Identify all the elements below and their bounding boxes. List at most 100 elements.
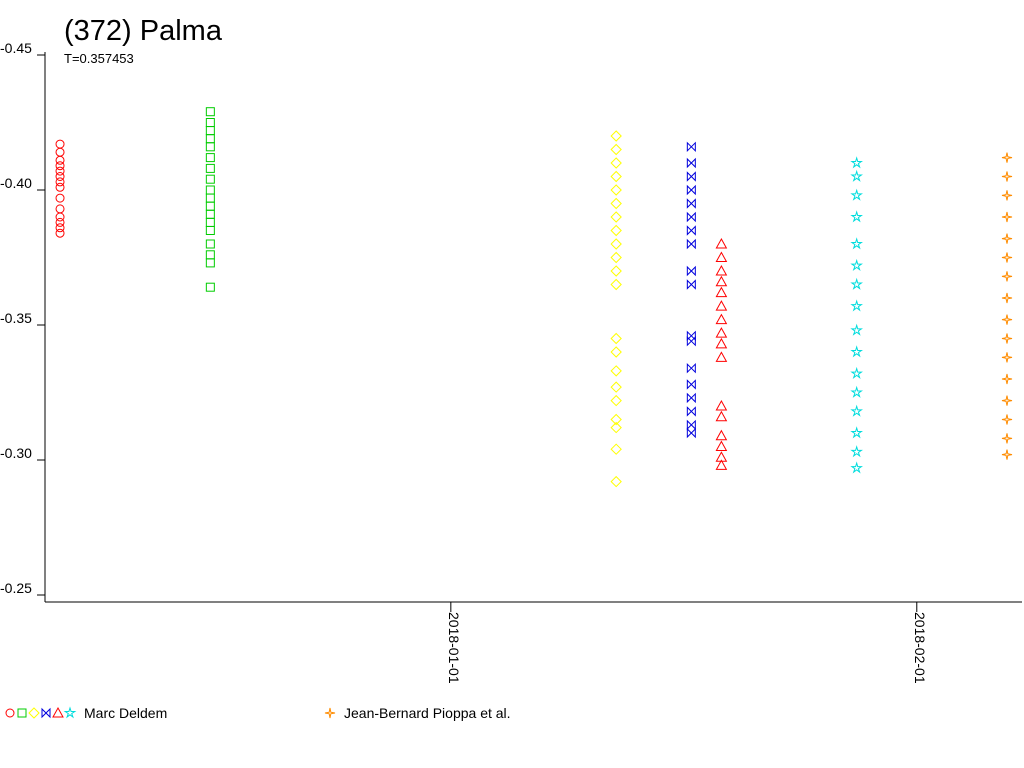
data-point xyxy=(610,251,622,264)
data-point xyxy=(610,475,622,488)
data-point xyxy=(205,163,215,173)
data-point xyxy=(205,193,215,203)
data-point xyxy=(55,182,65,192)
data-point xyxy=(715,313,728,325)
data-point xyxy=(1001,314,1013,325)
data-point xyxy=(55,147,65,157)
data-point xyxy=(715,337,728,349)
data-point xyxy=(610,265,622,277)
y-tick-label: -0.25 xyxy=(0,580,32,596)
legend-marker xyxy=(63,706,77,719)
x-tick-label: 2018-02-01 xyxy=(912,612,928,684)
data-point xyxy=(1001,433,1013,444)
data-point xyxy=(1001,252,1013,263)
data-point xyxy=(610,197,622,210)
data-point xyxy=(715,251,728,262)
legend-marker xyxy=(17,708,27,718)
y-tick-label: -0.45 xyxy=(0,40,32,56)
data-point xyxy=(1001,333,1013,344)
chart-subtitle: T=0.357453 xyxy=(64,51,134,66)
data-point xyxy=(610,130,622,142)
data-point xyxy=(205,282,215,292)
legend-label: Marc Deldem xyxy=(84,705,167,721)
data-point xyxy=(1001,233,1013,244)
data-point xyxy=(205,126,215,136)
data-point xyxy=(715,351,728,362)
data-point xyxy=(1001,211,1013,223)
data-point xyxy=(205,142,215,152)
data-point xyxy=(850,385,863,398)
data-point xyxy=(1001,395,1013,406)
data-point xyxy=(205,258,215,268)
data-point xyxy=(205,250,215,260)
data-point xyxy=(55,204,65,214)
legend-marker xyxy=(41,707,51,719)
data-point xyxy=(610,211,622,223)
data-point xyxy=(610,278,622,291)
data-point xyxy=(850,277,863,290)
data-point xyxy=(686,171,696,182)
data-point xyxy=(55,155,65,165)
data-point xyxy=(55,212,65,222)
data-point xyxy=(715,459,728,470)
data-point xyxy=(610,143,622,156)
x-tick-label: 2018-01-01 xyxy=(446,612,462,684)
data-point xyxy=(55,217,65,227)
data-point xyxy=(1001,449,1013,460)
data-point xyxy=(205,201,215,211)
data-point xyxy=(715,410,728,422)
data-point xyxy=(686,279,696,290)
data-point xyxy=(850,258,863,272)
data-point xyxy=(205,239,215,249)
legend-marker xyxy=(5,708,15,718)
data-point xyxy=(55,177,65,187)
data-point xyxy=(610,332,622,345)
data-point xyxy=(850,169,863,182)
data-point xyxy=(55,161,65,171)
data-point xyxy=(1001,190,1013,201)
data-point xyxy=(686,184,696,196)
data-point xyxy=(610,184,622,196)
data-point xyxy=(610,381,622,393)
data-point xyxy=(610,157,622,169)
data-point xyxy=(850,366,863,380)
data-point xyxy=(55,223,65,233)
data-point xyxy=(850,404,863,417)
data-point xyxy=(610,238,622,250)
data-point xyxy=(686,238,696,250)
data-point xyxy=(715,275,728,287)
data-point xyxy=(850,445,863,458)
legend-marker xyxy=(28,707,40,719)
data-point xyxy=(1001,171,1013,182)
data-point xyxy=(55,228,65,238)
data-point xyxy=(850,323,863,336)
data-point xyxy=(686,198,696,209)
data-point xyxy=(610,346,622,358)
data-point xyxy=(1001,292,1013,304)
data-point xyxy=(850,345,863,358)
data-point xyxy=(686,141,696,153)
data-point xyxy=(1001,152,1013,163)
data-point xyxy=(610,443,622,455)
data-point xyxy=(686,335,696,347)
data-point xyxy=(850,210,863,223)
data-point xyxy=(55,139,65,149)
data-point xyxy=(1001,373,1013,385)
data-point xyxy=(715,327,728,338)
data-point xyxy=(205,118,215,127)
data-point xyxy=(205,185,215,195)
data-point xyxy=(715,237,728,249)
data-point xyxy=(686,362,696,374)
data-point xyxy=(850,188,863,201)
data-point xyxy=(1001,271,1013,282)
data-point xyxy=(686,157,696,169)
data-point xyxy=(610,394,622,407)
data-point xyxy=(850,299,863,312)
data-point xyxy=(55,193,65,203)
data-point xyxy=(715,429,728,441)
data-point xyxy=(715,286,728,298)
y-tick-label: -0.35 xyxy=(0,310,32,326)
data-point xyxy=(205,134,215,144)
data-point xyxy=(686,427,696,439)
